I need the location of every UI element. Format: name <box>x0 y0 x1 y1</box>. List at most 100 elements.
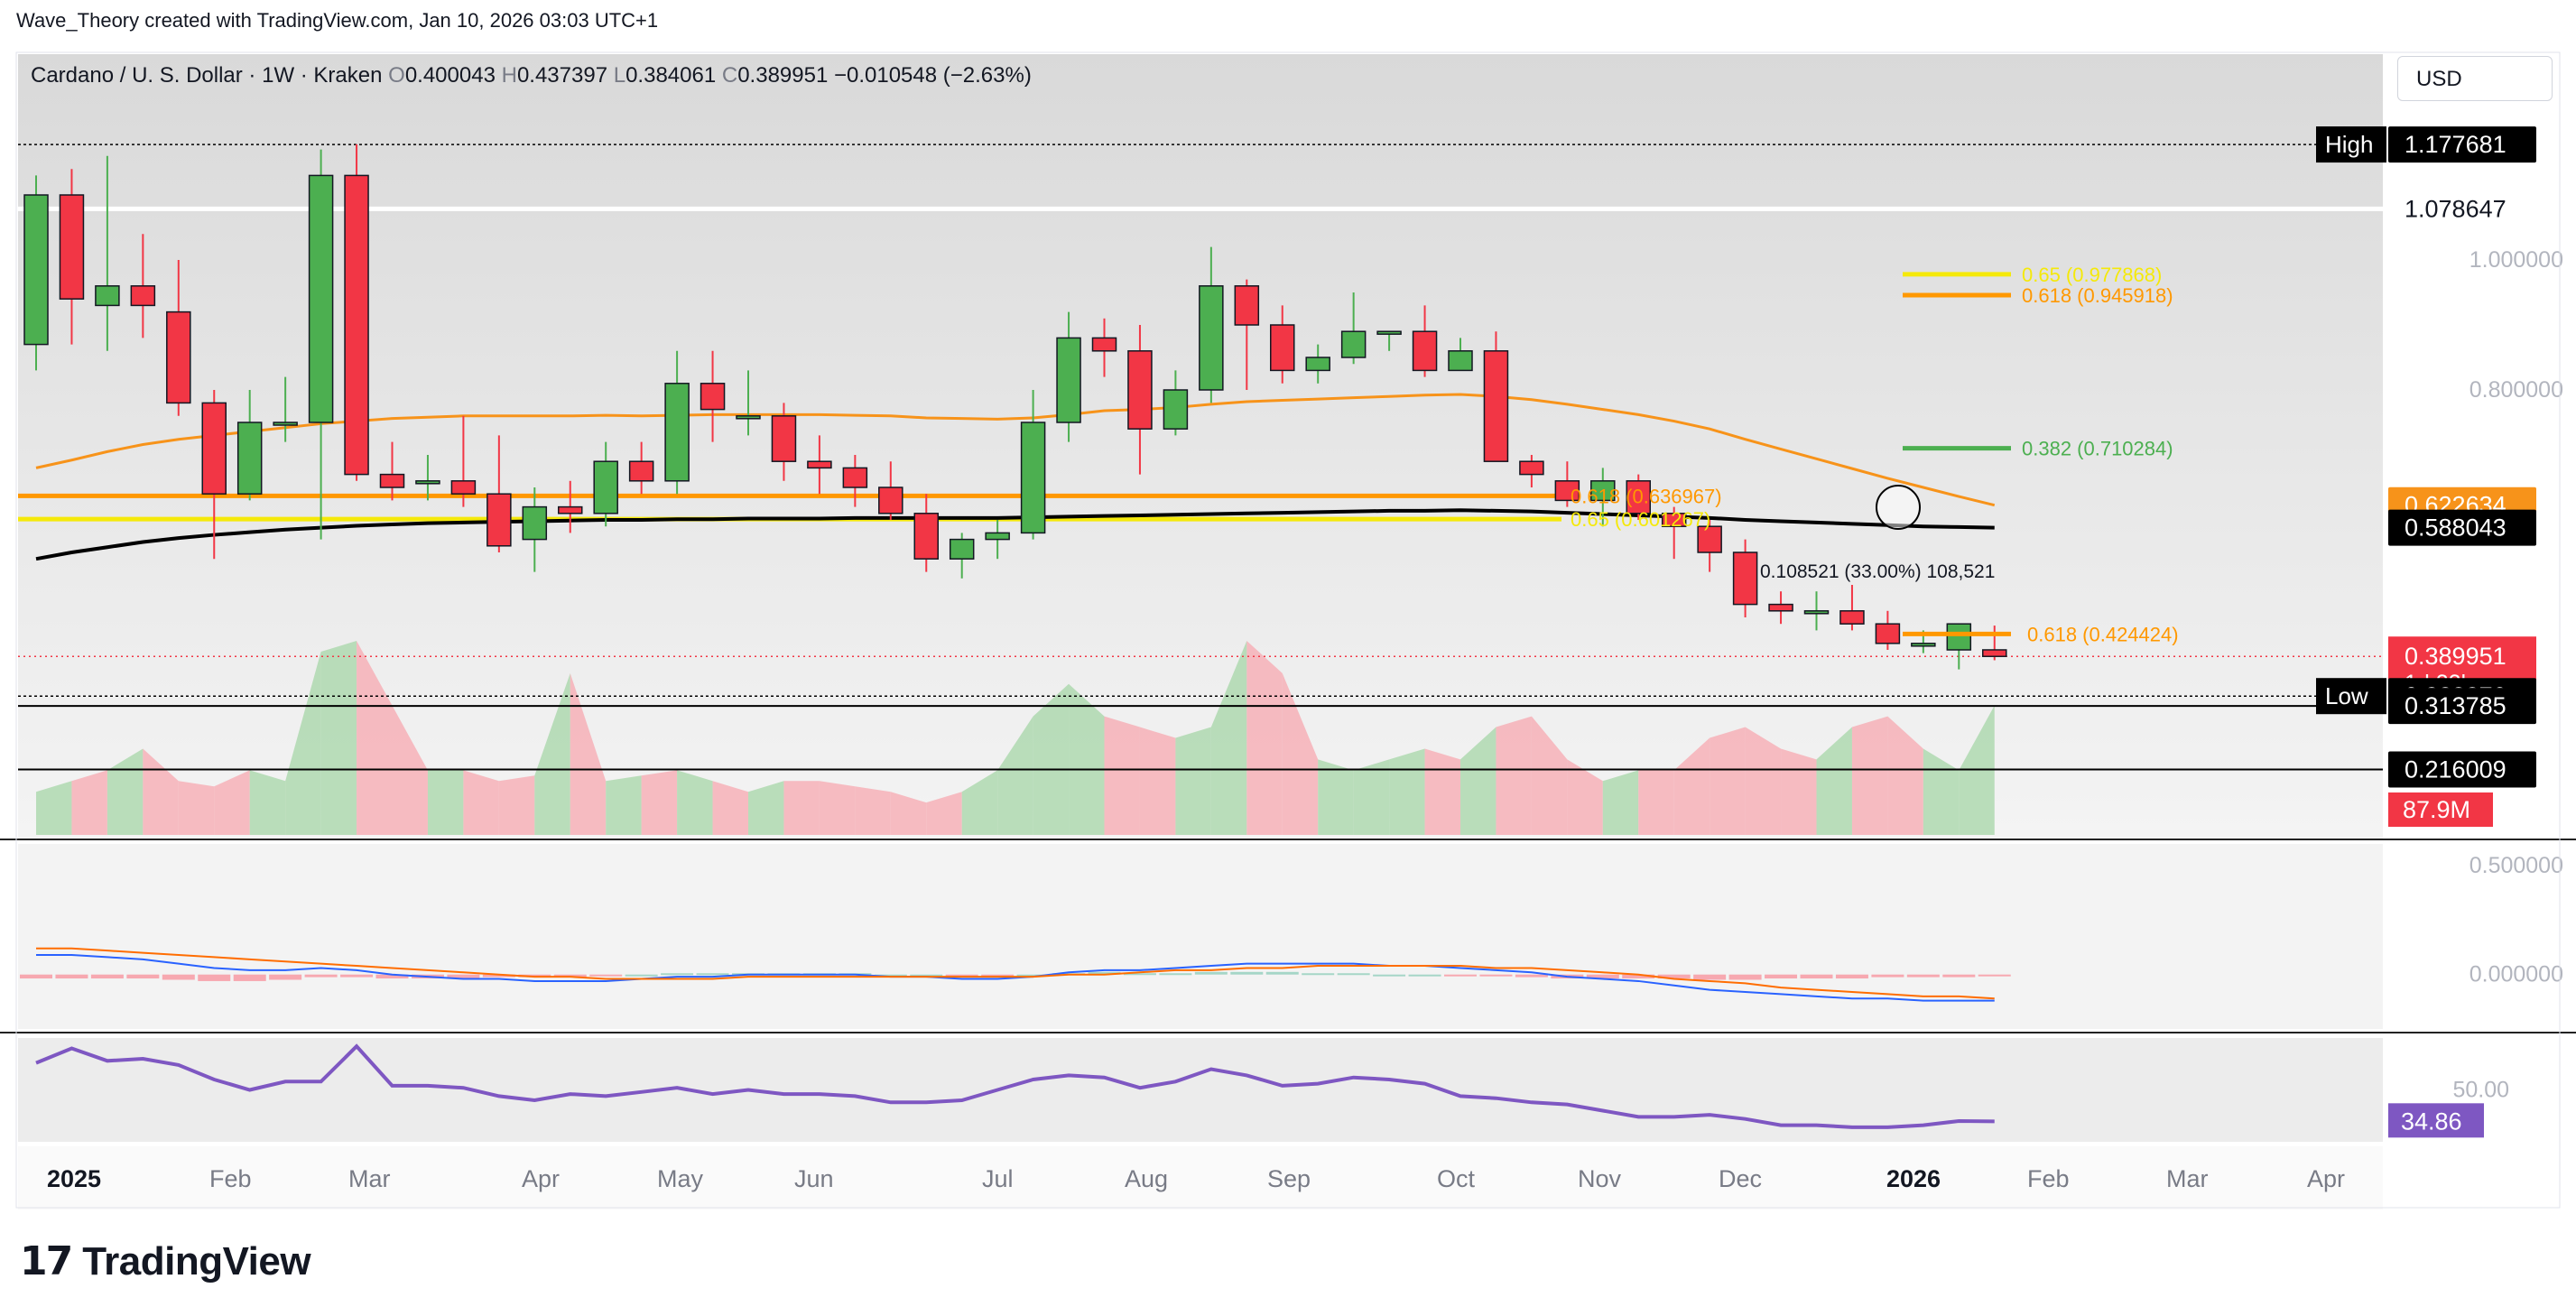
candle <box>1590 480 1616 502</box>
candle <box>1376 330 1402 335</box>
macd-histogram-bar <box>90 974 124 979</box>
time-axis-label: Feb <box>209 1165 252 1192</box>
macd-histogram-bar <box>482 974 515 978</box>
candle <box>1626 480 1651 514</box>
level-price-badge: 0.313785 <box>2405 692 2507 719</box>
high-value: 0.437397 <box>516 63 608 88</box>
price-axis-tick: 1.000000 <box>2469 247 2563 273</box>
macd-histogram-bar <box>1515 974 1548 978</box>
price-axis-tick: 0.800000 <box>2469 377 2563 403</box>
volume-area-segment <box>783 781 820 835</box>
macd-histogram-bar <box>1765 974 1798 979</box>
candle <box>1056 337 1081 423</box>
candle <box>736 415 761 420</box>
time-axis-label: 2026 <box>1886 1165 1941 1192</box>
time-axis-label: Apr <box>522 1165 560 1192</box>
candle <box>1020 422 1046 534</box>
volume-area-segment <box>1567 759 1603 835</box>
time-axis-label: Oct <box>1437 1165 1476 1192</box>
volume-area-segment <box>712 781 748 835</box>
level-price-badge: 1.177681 <box>2405 131 2507 158</box>
tradingview-logo-mark: 17 <box>20 1238 73 1284</box>
time-axis-label: Jul <box>982 1165 1014 1192</box>
volume-area-segment <box>1389 748 1425 835</box>
candle <box>1875 623 1901 644</box>
candle <box>593 460 618 514</box>
candle <box>522 505 548 541</box>
volume-area-segment <box>1851 716 1888 835</box>
macd-histogram-bar <box>1194 971 1228 975</box>
macd-signal-line <box>36 947 1995 1000</box>
volume-area-segment <box>1424 748 1460 835</box>
volume-area-segment <box>1069 683 1105 835</box>
candle <box>59 194 85 300</box>
candle <box>1946 623 1972 651</box>
volume-area <box>36 641 1995 835</box>
candle <box>878 487 903 514</box>
macd-axis-tick: 0.000000 <box>2469 962 2563 987</box>
volume-area-segment <box>1673 737 1710 835</box>
candle <box>1199 285 1224 391</box>
macd-histogram-bar <box>1088 971 1121 975</box>
volume-area-segment <box>214 770 250 835</box>
symbol-ohlc-legend: Cardano / U. S. Dollar · 1W · Kraken O0.… <box>31 63 1032 88</box>
candle <box>1091 337 1117 352</box>
volume-area-segment <box>1282 672 1319 835</box>
candle <box>23 194 49 346</box>
currency-button[interactable]: USD <box>2397 56 2553 101</box>
macd-histogram-bar <box>1728 974 1762 980</box>
candle <box>771 415 797 462</box>
candle <box>1768 603 1793 612</box>
level-tag-background <box>2316 678 2386 715</box>
candle <box>379 473 405 488</box>
ema200-price-badge: 0.588043 <box>2405 514 2507 542</box>
volume-area-segment <box>748 781 784 835</box>
candle <box>1340 330 1367 358</box>
volume-area-segment <box>1139 727 1176 835</box>
time-axis-label: Jun <box>794 1165 834 1192</box>
macd-histogram-bar <box>1159 973 1192 976</box>
current-price-badge: 0.389951 <box>2405 643 2507 670</box>
candle <box>273 422 298 426</box>
candle <box>1448 350 1473 372</box>
macd-histogram-bar <box>340 974 374 978</box>
candle <box>1911 643 1936 647</box>
volume-area-segment <box>285 651 321 835</box>
tradingview-logo-text: TradingView <box>82 1238 311 1284</box>
level-price-badge-background <box>2388 126 2536 163</box>
macd-histogram-bar <box>1942 974 1976 978</box>
close-value: 0.389951 <box>737 63 829 88</box>
volume-area-segment <box>641 770 678 835</box>
volume-area-segment <box>1496 716 1532 835</box>
candle <box>1732 551 1758 606</box>
macd-histogram-bar <box>1871 974 1904 978</box>
level-price-badge-background <box>2388 751 2536 788</box>
candle <box>700 383 726 411</box>
macd-histogram-bar <box>1906 974 1940 978</box>
volume-area-segment <box>1033 683 1070 835</box>
candle <box>450 480 477 495</box>
macd-histogram-bar <box>1373 974 1406 977</box>
candle <box>1305 357 1330 372</box>
candle <box>130 285 156 307</box>
fib-level-label: 0.618 (0.945918) <box>2022 284 2173 307</box>
time-axis-label: Aug <box>1125 1165 1168 1192</box>
volume-area-segment <box>1531 716 1568 835</box>
volume-area-segment <box>890 792 927 835</box>
time-axis-background <box>18 1146 2383 1209</box>
candle <box>1803 610 1830 615</box>
volume-area-segment <box>320 641 357 835</box>
candle <box>201 402 227 495</box>
rsi-badge: 34.86 <box>2401 1107 2462 1135</box>
fib-level-label: 0.382 (0.710284) <box>2022 438 2173 460</box>
candle <box>1270 324 1295 372</box>
volume-area-segment <box>1638 770 1674 835</box>
candle <box>1163 389 1189 430</box>
candle <box>913 513 939 560</box>
candle <box>949 538 975 560</box>
candle <box>1839 610 1865 625</box>
macd-histogram-bar <box>198 974 231 981</box>
level-price-badge: 0.216009 <box>2405 755 2507 783</box>
time-axis-label: 2025 <box>47 1165 101 1192</box>
